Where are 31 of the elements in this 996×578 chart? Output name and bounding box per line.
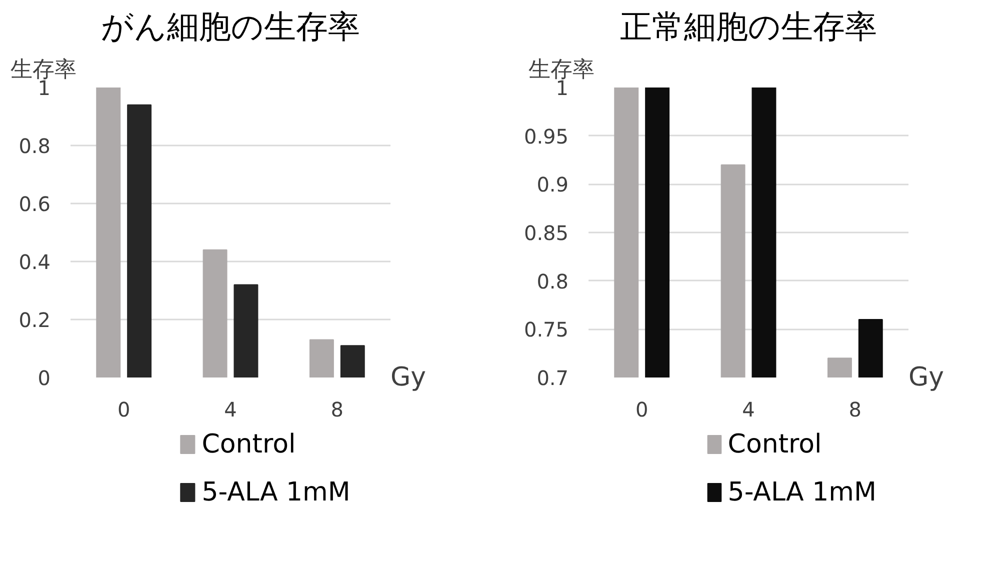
x-tick-label: 4 — [742, 398, 755, 422]
y-tick-label: 0.9 — [536, 172, 569, 197]
y-tick-label: 0.8 — [536, 269, 569, 294]
y-tick-label: 0.8 — [18, 134, 51, 158]
bar — [202, 249, 228, 378]
y-tick-label: 0.4 — [18, 250, 51, 274]
legend-label: 5-ALA 1mM — [202, 478, 350, 508]
legend-label: Control — [202, 430, 296, 460]
y-tick-label: 0.7 — [536, 366, 569, 390]
x-axis-title: Gy — [390, 362, 426, 392]
x-tick-label: 0 — [635, 398, 648, 422]
bar — [340, 345, 365, 378]
legend-label: Control — [728, 430, 822, 460]
x-tick-label: 4 — [224, 398, 237, 422]
y-tick-label: 0.85 — [524, 221, 568, 245]
y-tick-label: 0 — [38, 366, 51, 390]
y-tick-label: 0.95 — [524, 124, 568, 148]
y-tick-label: 0.75 — [524, 318, 568, 342]
y-tick-label: 0.6 — [18, 192, 51, 216]
bar — [96, 88, 121, 378]
chart-title: 正常細胞の生存率 — [620, 8, 877, 46]
x-tick-label: 0 — [117, 398, 130, 422]
x-tick-label: 8 — [848, 398, 862, 422]
bar — [127, 104, 152, 378]
chart-title: がん細胞の生存率 — [101, 8, 360, 46]
y-tick-label: 0.2 — [18, 308, 51, 332]
x-axis-title: Gy — [908, 362, 944, 392]
bar — [234, 284, 258, 378]
x-tick-label: 8 — [330, 398, 344, 422]
bar — [309, 339, 334, 378]
legend-label: 5-ALA 1mM — [728, 478, 876, 508]
